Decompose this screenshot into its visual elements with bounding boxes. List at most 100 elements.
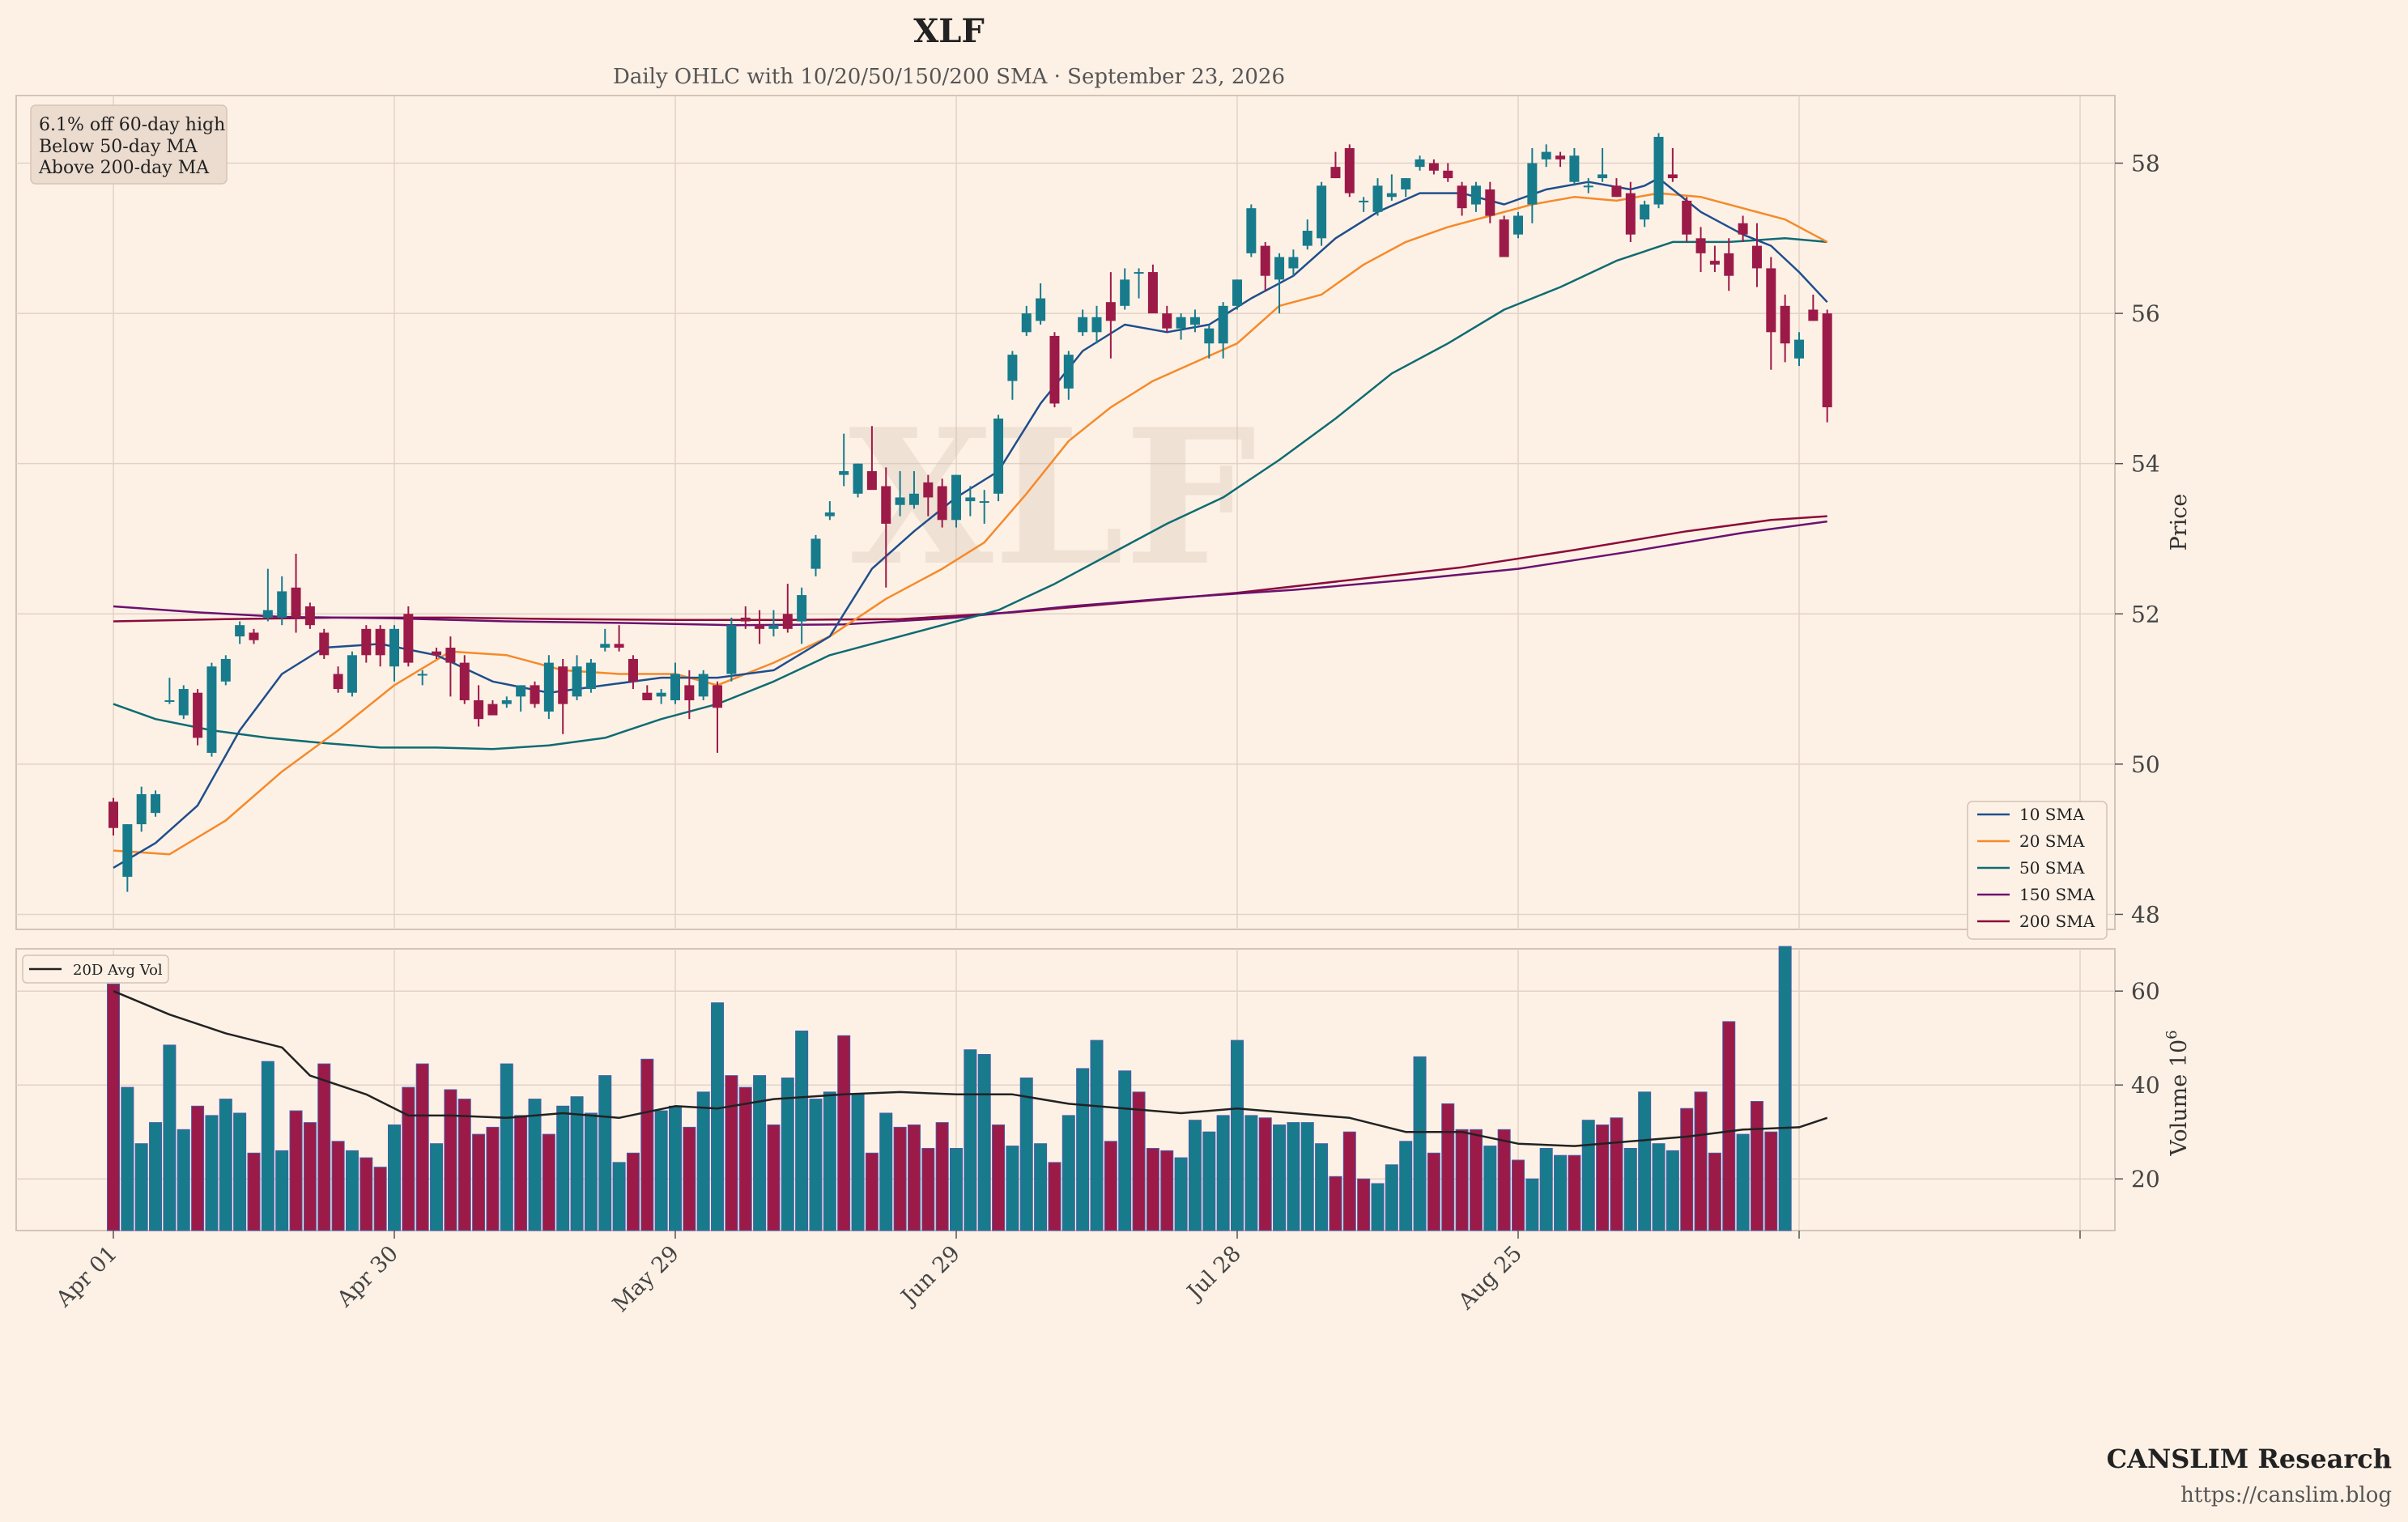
brand-name: CANSLIM Research xyxy=(2107,1443,2392,1474)
legend-sma20: 20 SMA xyxy=(2019,831,2085,851)
volume-bar xyxy=(345,1150,359,1231)
candle-body xyxy=(1611,185,1622,198)
volume-bar xyxy=(1469,1129,1483,1231)
candle-body xyxy=(810,538,821,569)
candle-body xyxy=(1569,155,1580,182)
volume-tick-label: 40 xyxy=(2131,1072,2160,1099)
candle-body xyxy=(1724,253,1734,276)
annotation-line-1: 6.1% off 60-day high xyxy=(39,115,225,135)
candlesticks xyxy=(108,133,1832,892)
brand-url: https://canslim.blog xyxy=(2180,1483,2392,1507)
candle-body xyxy=(445,648,456,663)
volume-bar xyxy=(542,1133,555,1231)
volume-tick-label: 20 xyxy=(2131,1166,2160,1193)
candle-body xyxy=(178,689,189,716)
volume-bar xyxy=(1329,1176,1342,1231)
volume-bar xyxy=(275,1150,289,1231)
volume-bar xyxy=(795,1031,809,1231)
volume-bar xyxy=(626,1152,640,1231)
volume-bar xyxy=(1736,1133,1750,1231)
volume-bar xyxy=(964,1049,977,1231)
volume-bar xyxy=(1244,1115,1258,1231)
price-tick-label: 56 xyxy=(2131,300,2160,327)
volume-bar xyxy=(1638,1091,1652,1231)
candle-body xyxy=(1527,163,1538,205)
candle-body xyxy=(797,595,807,622)
volume-bar xyxy=(402,1086,415,1231)
candle-body xyxy=(642,692,653,700)
candle-body xyxy=(1134,272,1144,274)
volume-bar xyxy=(1441,1103,1455,1231)
volume-bar xyxy=(1596,1124,1610,1231)
volume-bar xyxy=(935,1122,949,1231)
candle-body xyxy=(923,482,934,498)
candle-body xyxy=(628,658,638,682)
candle-body xyxy=(1091,317,1102,333)
volume-bar xyxy=(1680,1107,1694,1231)
sma10-line xyxy=(113,176,1828,869)
candle-body xyxy=(1246,208,1257,253)
volume-bar xyxy=(388,1124,401,1231)
candle-body xyxy=(1794,339,1804,359)
candle-body xyxy=(1499,219,1509,257)
candle-body xyxy=(1667,174,1678,179)
volume-bar xyxy=(977,1054,991,1231)
volume-bar xyxy=(134,1143,148,1231)
volume-bar xyxy=(1610,1117,1623,1231)
volume-bar xyxy=(725,1075,738,1231)
volume-bar xyxy=(1315,1143,1329,1231)
volume-bar xyxy=(907,1124,921,1231)
volume-bar xyxy=(809,1099,823,1231)
volume-bar xyxy=(359,1157,373,1231)
candle-body xyxy=(164,699,175,702)
candle-body xyxy=(1738,223,1748,235)
volume-bar xyxy=(893,1126,907,1231)
candle-body xyxy=(1049,335,1060,404)
volume-bar xyxy=(1623,1148,1637,1231)
candle-body xyxy=(713,685,723,708)
volume-bar xyxy=(1006,1146,1019,1231)
candle-body xyxy=(375,628,385,656)
volume-bar xyxy=(640,1058,654,1231)
candle-body xyxy=(895,497,905,505)
candle-body xyxy=(361,628,372,656)
volume-bar xyxy=(1188,1120,1202,1231)
price-axis-label: Price xyxy=(2167,494,2192,551)
volume-bar xyxy=(373,1167,387,1231)
sma50-line xyxy=(113,237,1827,750)
volume-bar xyxy=(1061,1115,1075,1231)
volume-bar xyxy=(1048,1162,1061,1231)
volume-bar xyxy=(191,1105,205,1231)
candle-body xyxy=(1078,317,1088,333)
candle-body xyxy=(333,674,343,690)
candle-body xyxy=(782,614,793,629)
candle-body xyxy=(558,666,568,704)
volume-bar xyxy=(1652,1143,1666,1231)
volume-bar xyxy=(303,1122,317,1231)
volume-bar xyxy=(1231,1039,1244,1231)
volume-bar xyxy=(1764,1131,1778,1231)
volume-bar xyxy=(1202,1131,1216,1231)
volume-bar xyxy=(1581,1120,1595,1231)
candle-body xyxy=(530,685,540,704)
candle-body xyxy=(249,632,259,640)
volume-bar xyxy=(514,1115,528,1231)
legend-avgvol: 20D Avg Vol xyxy=(73,962,163,979)
volume-bar xyxy=(1146,1148,1159,1231)
candle-body xyxy=(1162,313,1172,329)
candle-body xyxy=(1485,189,1495,216)
volume-bar xyxy=(1385,1164,1398,1231)
volume-bar xyxy=(1427,1152,1440,1231)
candle-body xyxy=(881,486,891,524)
volume-bar xyxy=(107,984,120,1231)
candle-body xyxy=(543,662,554,712)
candle-body xyxy=(1330,167,1341,179)
candle-body xyxy=(193,692,203,738)
volume-bar xyxy=(992,1124,1006,1231)
candle-body xyxy=(1415,159,1425,168)
candle-body xyxy=(220,658,231,682)
candle-body xyxy=(670,674,680,700)
candle-body xyxy=(136,793,147,825)
volume-bar xyxy=(584,1112,598,1231)
volume-bar xyxy=(711,1002,725,1231)
